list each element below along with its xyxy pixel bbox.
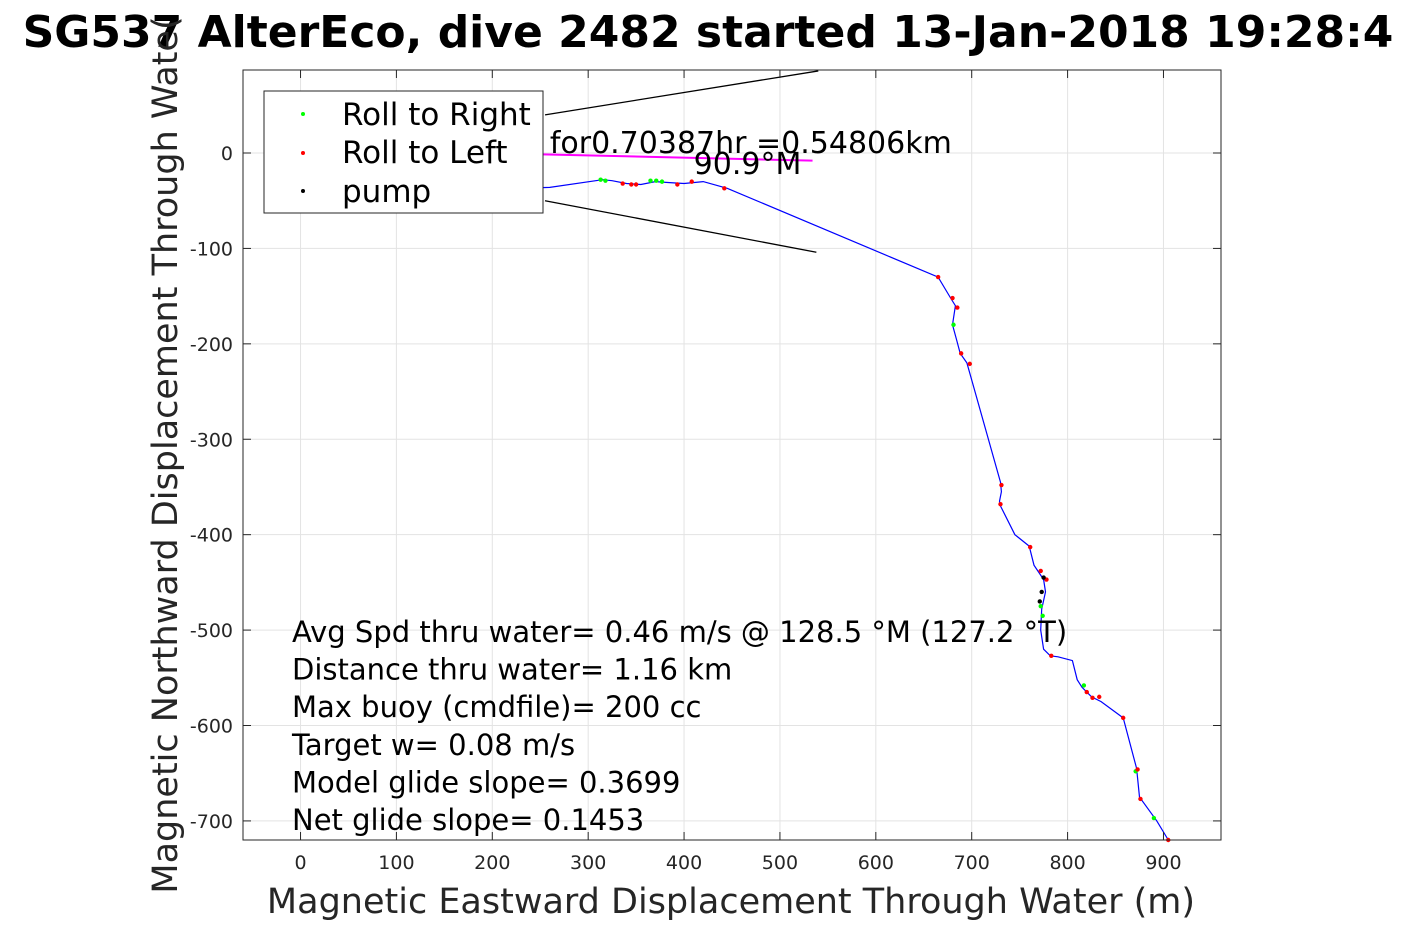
roll-left-point — [675, 182, 680, 187]
x-tick-label: 600 — [858, 852, 894, 874]
plot-annotation-0: for0.70387hr =0.54806km — [550, 126, 952, 161]
x-tick-label: 400 — [666, 852, 702, 874]
roll-left-point — [967, 361, 972, 367]
heading-line-segment — [525, 152, 813, 162]
roll-left-point — [1097, 694, 1102, 700]
info-line: Target w= 0.08 m/s — [291, 728, 575, 762]
legend-label-pump: pump — [342, 174, 431, 210]
x-tick-label: 200 — [474, 852, 510, 874]
chart-title: SG537 AlterEco, dive 2482 started 13-Jan… — [23, 7, 1394, 58]
roll-right-point — [1081, 683, 1087, 688]
info-line: Avg Spd thru water= 0.46 m/s @ 128.5 °M … — [292, 615, 1067, 649]
roll-right-point — [648, 178, 653, 183]
y-tick-label: -500 — [190, 620, 233, 642]
roll-left-point — [1027, 544, 1033, 550]
track-layer — [492, 179, 1169, 841]
x-tick-label: 100 — [378, 852, 414, 874]
y-tick-label: -200 — [190, 334, 233, 356]
x-tick-label: 900 — [1145, 852, 1181, 874]
roll-left-point — [722, 186, 727, 191]
roll-left-point — [1049, 653, 1054, 659]
x-tick-label: 500 — [762, 852, 798, 874]
roll-right-point — [659, 179, 665, 184]
info-text-block: Avg Spd thru water= 0.46 m/s @ 128.5 °M … — [291, 615, 1067, 837]
annotation-lines — [544, 70, 819, 253]
x-tick-label: 700 — [954, 852, 990, 874]
x-tick-label: 0 — [294, 852, 306, 874]
y-tick-label: -100 — [190, 238, 233, 260]
roll-right-point — [654, 178, 659, 183]
track-line — [492, 179, 1169, 841]
roll-left-point — [1084, 689, 1089, 695]
info-line: Net glide slope= 0.1453 — [292, 803, 644, 837]
y-tick-label: -600 — [190, 716, 233, 738]
info-line: Distance thru water= 1.16 km — [292, 653, 732, 687]
roll-left-point — [955, 305, 960, 310]
pump-point — [1041, 575, 1046, 580]
ticks: 0 100 200 300 400 500 600 700 800 900 0 -100 -200 -30… — [190, 70, 1221, 874]
roll-left-point — [935, 274, 941, 280]
roll-right-point — [951, 322, 956, 327]
pump-point — [1039, 589, 1044, 595]
roll-left-point — [689, 179, 694, 184]
y-axis-label: Magnetic Northward Displacement Through … — [146, 16, 186, 893]
roll-right-point — [1151, 815, 1157, 821]
legend-box — [263, 90, 544, 214]
roll-left-point — [958, 351, 964, 356]
pump-point — [1037, 599, 1042, 604]
legend: Roll to Right Roll to Left pump — [263, 90, 544, 214]
plot-frame — [242, 69, 1222, 841]
legend-marker-roll-right — [301, 112, 305, 116]
roll-left-point — [1038, 568, 1043, 574]
annotation-line — [544, 200, 817, 253]
y-tick-label: -400 — [190, 525, 233, 547]
roll-left-point — [633, 182, 639, 187]
y-tick-label: -700 — [190, 811, 233, 833]
roll-left-point — [950, 295, 955, 301]
legend-label-roll-right: Roll to Right — [342, 97, 531, 133]
roll-right-point — [598, 177, 603, 182]
heading-line — [525, 152, 813, 162]
marker-layer — [598, 177, 1171, 843]
roll-right-point — [1040, 613, 1045, 618]
roll-right-point — [1038, 604, 1043, 609]
roll-left-point — [999, 482, 1004, 488]
roll-left-point — [1090, 695, 1095, 701]
legend-label-roll-left: Roll to Left — [342, 135, 508, 171]
x-tick-label: 300 — [570, 852, 606, 874]
roll-left-point — [998, 501, 1003, 507]
info-line: Max buoy (cmdfile)= 200 cc — [292, 690, 701, 724]
roll-left-point — [620, 181, 625, 186]
roll-right-point — [603, 178, 608, 183]
roll-left-point — [1135, 767, 1140, 772]
x-axis-label: Magnetic Eastward Displacement Through W… — [267, 882, 1195, 922]
x-tick-label: 800 — [1049, 852, 1085, 874]
legend-marker-roll-left — [301, 151, 305, 155]
y-tick-label: -300 — [190, 429, 233, 451]
plot-annotation-1: 90.9°M — [694, 147, 802, 182]
roll-left-point — [1138, 796, 1143, 802]
legend-marker-pump — [301, 189, 305, 193]
annotation-line — [544, 70, 819, 116]
info-line: Model glide slope= 0.3699 — [292, 765, 680, 799]
y-tick-label: 0 — [221, 143, 233, 165]
roll-left-point — [1121, 715, 1126, 721]
roll-left-point — [629, 182, 634, 187]
